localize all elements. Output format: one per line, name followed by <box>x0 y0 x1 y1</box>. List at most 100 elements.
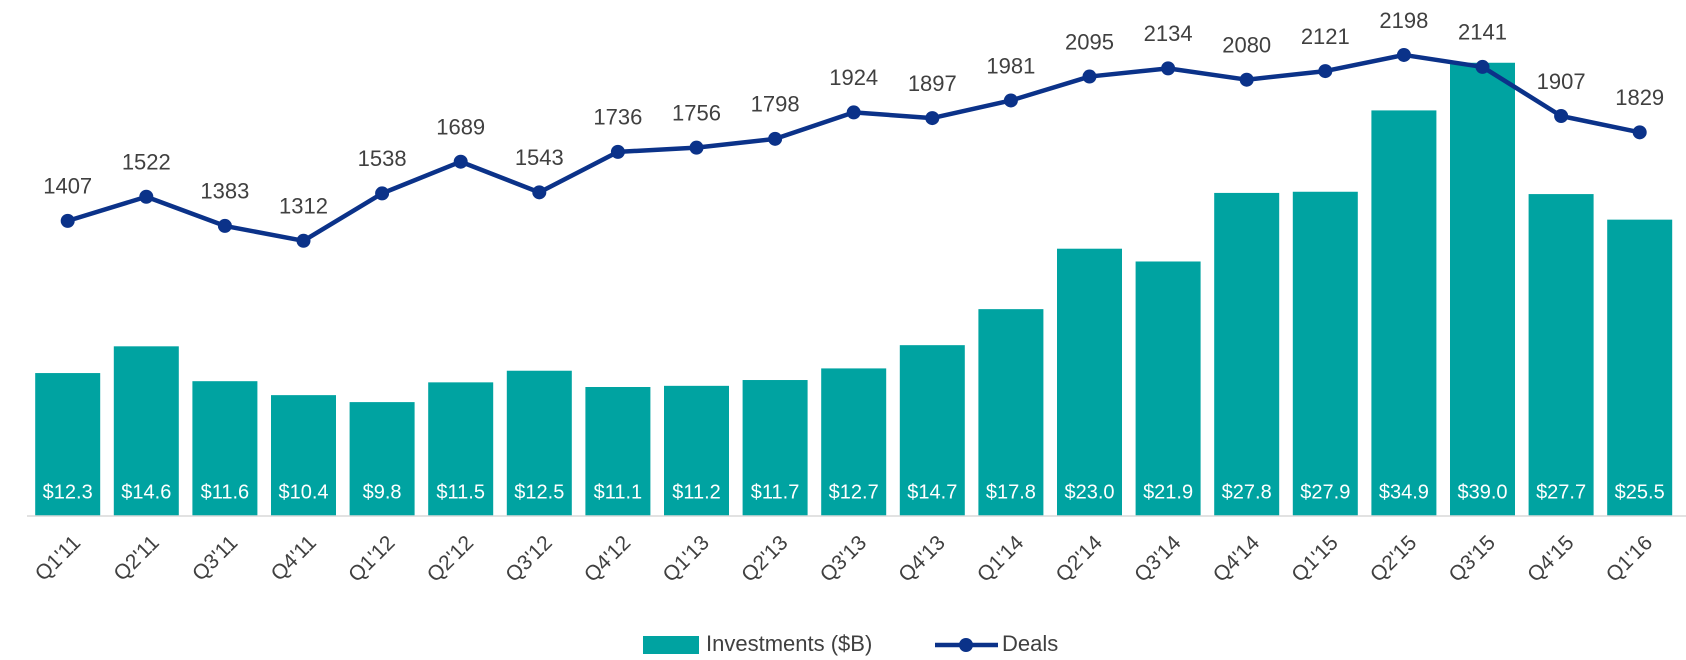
bar <box>585 387 651 516</box>
x-tick-label: Q4'15 <box>1523 531 1578 586</box>
x-tick-label: Q4'13 <box>894 531 949 586</box>
bar-label: $9.8 <box>363 481 402 503</box>
bar-label: $17.8 <box>986 481 1036 503</box>
data-label: 1522 <box>122 150 171 175</box>
bar <box>1607 219 1673 516</box>
data-label: 1897 <box>908 71 957 96</box>
line-marker <box>296 233 311 248</box>
line-marker <box>217 218 232 233</box>
bar-label: $12.3 <box>43 481 93 503</box>
data-label: 1756 <box>672 100 721 125</box>
bar-label: $27.7 <box>1536 481 1586 503</box>
line-marker <box>1003 93 1018 108</box>
x-tick-label: Q2'14 <box>1052 531 1108 587</box>
bar <box>899 345 965 516</box>
x-tick-label: Q2'12 <box>423 531 478 586</box>
data-label: 1383 <box>200 179 249 204</box>
x-tick-label: Q4'14 <box>1209 531 1265 587</box>
x-tick-label: Q3'15 <box>1445 531 1500 586</box>
bar <box>1057 248 1122 516</box>
legend-label: Investments ($B) <box>706 631 872 656</box>
data-label: 2080 <box>1222 33 1271 58</box>
line-marker <box>1161 61 1176 76</box>
bar-label: $25.5 <box>1615 481 1665 503</box>
x-tick-label: Q3'14 <box>1130 531 1186 587</box>
data-label: 1736 <box>593 105 642 130</box>
legend-marker <box>959 638 973 652</box>
data-label: 1689 <box>436 115 485 140</box>
bar <box>1371 110 1437 517</box>
x-tick-label: Q1'12 <box>344 531 399 586</box>
bar-label: $27.9 <box>1300 481 1350 503</box>
bar <box>664 385 729 516</box>
bar <box>349 402 415 516</box>
data-label: 1538 <box>358 146 407 171</box>
x-tick-label: Q1'11 <box>31 531 85 585</box>
line-marker <box>453 154 468 169</box>
bar-label: $14.7 <box>907 481 957 503</box>
data-label: 1924 <box>829 65 878 90</box>
bar <box>113 346 179 516</box>
data-label: 2095 <box>1065 29 1114 54</box>
bar-label: $10.4 <box>278 481 328 503</box>
bar-label: $21.9 <box>1143 481 1193 503</box>
x-tick-label: Q3'11 <box>188 531 242 585</box>
bar-label: $12.7 <box>829 481 879 503</box>
line-marker <box>375 186 390 201</box>
bar-label: $11.5 <box>436 481 485 503</box>
bar <box>35 373 101 516</box>
bar <box>1292 191 1358 516</box>
bar-label: $39.0 <box>1457 481 1507 503</box>
line-marker <box>1632 125 1647 140</box>
bar <box>1214 192 1280 516</box>
bar <box>506 370 572 516</box>
line-marker <box>1396 47 1411 62</box>
line-marker <box>532 185 547 200</box>
bar <box>821 368 887 516</box>
x-tick-label: Q3'12 <box>501 531 556 586</box>
legend-swatch <box>643 636 699 654</box>
line-marker <box>1239 72 1254 87</box>
data-label: 1312 <box>279 194 328 219</box>
data-label: 2134 <box>1144 21 1193 46</box>
bar <box>742 380 808 516</box>
bar <box>1450 62 1515 517</box>
data-label: 1407 <box>43 174 92 199</box>
data-label: 1907 <box>1537 69 1586 94</box>
bar <box>271 395 336 516</box>
bar-label: $23.0 <box>1064 481 1114 503</box>
line-marker <box>1318 64 1333 79</box>
bar <box>1528 194 1594 516</box>
data-label: 1981 <box>986 53 1035 78</box>
line-marker <box>925 111 940 126</box>
bar-label: $27.8 <box>1222 481 1272 503</box>
bar <box>1135 261 1201 516</box>
bar-label: $11.2 <box>672 481 721 503</box>
x-tick-label: Q1'15 <box>1287 531 1342 586</box>
bar-label: $34.9 <box>1379 481 1429 503</box>
data-label: 1543 <box>515 145 564 170</box>
line-marker <box>60 213 75 228</box>
legend-label: Deals <box>1002 631 1058 656</box>
line-marker <box>768 131 783 146</box>
bar-label: $12.5 <box>514 481 564 503</box>
line-marker <box>610 144 625 159</box>
bar-label: $14.6 <box>121 481 171 503</box>
bar <box>978 309 1044 516</box>
line-marker <box>139 189 154 204</box>
bar-label: $11.6 <box>201 481 250 503</box>
x-tick-label: Q1'16 <box>1602 531 1657 586</box>
line-marker <box>689 140 704 155</box>
data-label: 1829 <box>1615 85 1664 110</box>
x-tick-label: Q4'11 <box>267 531 321 585</box>
x-tick-label: Q2'13 <box>737 531 792 586</box>
data-label: 2198 <box>1379 8 1428 33</box>
line-marker <box>1082 69 1097 84</box>
line-marker <box>1475 59 1490 74</box>
line-marker <box>846 105 861 120</box>
bar <box>192 381 258 516</box>
bar <box>428 382 494 516</box>
data-label: 2121 <box>1301 24 1350 49</box>
line-marker <box>1554 108 1569 123</box>
